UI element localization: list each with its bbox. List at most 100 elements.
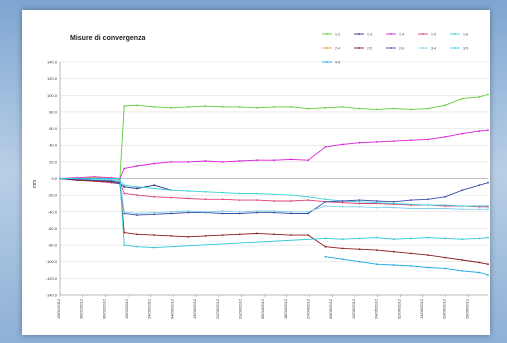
data-point [187, 235, 190, 238]
data-point [410, 252, 412, 255]
y-tick-label: -40.0 [48, 209, 58, 214]
data-point [273, 211, 275, 214]
data-point [123, 192, 126, 195]
x-tick-label: 09/04/2012 [260, 298, 265, 319]
data-point [123, 184, 126, 187]
series-1-4 [59, 129, 489, 180]
x-tick-label: 11/06/2012 [419, 298, 424, 318]
x-tick-label: 22/03/2012 [215, 298, 220, 319]
data-point [238, 160, 241, 162]
data-point [273, 193, 275, 196]
data-point [136, 165, 138, 167]
legend-marker [390, 33, 392, 35]
data-point [427, 138, 429, 141]
legend-label: 1-5 [431, 32, 436, 36]
data-point [358, 260, 361, 263]
y-tick-label: 100.0 [47, 93, 58, 98]
data-point [170, 196, 173, 199]
data-point [487, 129, 489, 132]
data-point [444, 136, 447, 138]
data-point [221, 191, 224, 194]
data-point [461, 238, 464, 241]
data-point [290, 106, 292, 108]
x-tick-label: 04/03/2012 [169, 298, 174, 319]
data-point [256, 106, 258, 109]
data-point [136, 214, 138, 217]
series-1-5 [59, 177, 489, 208]
data-point [358, 202, 361, 205]
series-3-4 [59, 177, 489, 215]
data-point [444, 207, 447, 210]
data-point [358, 205, 361, 208]
y-tick-label: 60.0 [49, 126, 58, 131]
data-point [221, 198, 224, 201]
data-point [324, 245, 327, 248]
x-tick-label: 15/05/2012 [351, 298, 356, 319]
y-tick-label: -80.0 [48, 243, 58, 248]
grid-lines [60, 61, 488, 296]
data-point [410, 199, 412, 202]
x-tick-label: 06/02/2012 [101, 298, 106, 319]
data-point [136, 245, 138, 248]
data-point [256, 199, 258, 202]
data-point [341, 200, 344, 202]
legend-marker [454, 47, 456, 49]
data-point [187, 211, 190, 214]
data-point [341, 205, 344, 208]
data-point [341, 201, 344, 204]
data-point [341, 106, 344, 108]
data-point [444, 104, 447, 107]
legend-marker [422, 47, 424, 49]
data-point [487, 263, 489, 266]
data-point [461, 208, 464, 211]
x-tick-label: 24/05/2012 [374, 298, 379, 319]
data-point [238, 212, 241, 215]
y-tick-label: -120.0 [46, 276, 58, 281]
data-point [444, 195, 447, 198]
legend-marker [326, 33, 328, 35]
y-tick-label: -20.0 [48, 193, 58, 198]
data-point [307, 210, 310, 213]
legend-label: 3-5 [463, 46, 468, 50]
data-point [478, 205, 481, 207]
data-point [307, 199, 310, 202]
data-point [59, 177, 61, 180]
data-point [187, 190, 190, 192]
data-point [478, 261, 481, 264]
data-point [153, 213, 156, 216]
data-point [427, 204, 429, 207]
data-point [290, 158, 292, 161]
axes [59, 62, 488, 296]
data-point [358, 237, 361, 240]
data-point [221, 212, 224, 215]
data-point [375, 201, 378, 204]
data-point [256, 211, 258, 214]
legend-label: 1-4 [399, 32, 404, 36]
data-point [307, 195, 310, 198]
data-point [392, 107, 395, 110]
y-tick-label: 20.0 [49, 159, 58, 164]
data-point [307, 234, 310, 237]
y-axis-label: mm [32, 180, 38, 188]
legend-label: 2-5 [367, 46, 372, 50]
data-point [238, 192, 241, 195]
data-point [427, 198, 429, 201]
legend-marker [358, 33, 360, 35]
data-point [221, 210, 224, 212]
data-point [256, 159, 258, 162]
data-point [153, 106, 156, 108]
data-point [204, 235, 207, 237]
legend-label: 1-2 [335, 32, 340, 36]
data-point [307, 159, 310, 162]
data-point [487, 205, 489, 207]
data-point [123, 210, 126, 213]
data-point [204, 198, 207, 201]
data-point [375, 236, 378, 239]
y-tick-label: 0.0 [51, 176, 57, 181]
x-tick-label: 19/01/2012 [56, 298, 61, 319]
legend-label: 4-5 [335, 60, 340, 64]
data-point [110, 177, 113, 180]
data-point [153, 195, 156, 198]
data-point [392, 140, 395, 143]
data-point [444, 204, 447, 207]
